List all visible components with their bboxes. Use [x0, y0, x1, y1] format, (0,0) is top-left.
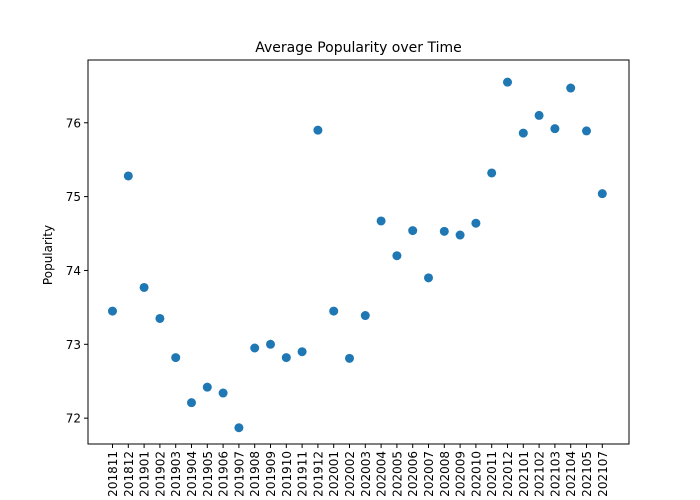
- x-tick-label: 202102: [533, 451, 547, 497]
- data-point: [345, 353, 354, 363]
- x-tick-label: 202011: [485, 451, 499, 497]
- data-point: [439, 226, 449, 236]
- data-point: [266, 339, 275, 349]
- x-tick-label: 202009: [454, 451, 468, 497]
- data-point: [534, 110, 544, 120]
- x-tick-label: 201909: [264, 451, 278, 497]
- x-tick-label: 201902: [153, 451, 167, 497]
- x-tick-label: 202012: [501, 451, 515, 497]
- x-tick-label: 201903: [169, 451, 183, 497]
- data-point: [392, 251, 402, 261]
- x-tick-label: 201901: [138, 451, 152, 497]
- y-tick-label: 75: [66, 190, 81, 204]
- x-tick-label: 202107: [596, 451, 610, 497]
- data-point: [408, 226, 418, 236]
- x-tick-label: 202002: [343, 451, 357, 497]
- data-point: [503, 77, 512, 87]
- y-tick-label: 76: [66, 116, 81, 130]
- x-tick-label: 202001: [327, 451, 341, 497]
- data-point: [471, 218, 481, 228]
- data-point: [329, 306, 339, 316]
- data-point: [250, 343, 260, 353]
- data-point: [582, 126, 591, 136]
- x-tick-label: 202004: [375, 451, 389, 497]
- data-point: [155, 313, 165, 323]
- x-tick-label: 201812: [122, 451, 136, 497]
- data-point: [424, 273, 433, 283]
- data-point: [202, 382, 212, 392]
- x-tick-label: 202008: [438, 451, 452, 497]
- x-tick-label: 202101: [517, 451, 531, 497]
- y-tick-label: 73: [66, 338, 81, 352]
- x-axis: 201811 201812 201901 201902 201903 201904 2019…: [106, 444, 610, 497]
- x-tick-label: 202005: [390, 451, 404, 497]
- data-point: [550, 124, 560, 134]
- x-tick-label: 202003: [359, 451, 373, 497]
- x-tick-label: 202104: [564, 451, 578, 497]
- y-axis-label: Popularity: [41, 225, 55, 285]
- data-point: [297, 347, 307, 357]
- data-point: [487, 168, 497, 178]
- x-tick-label: 201906: [217, 451, 231, 497]
- data-point: [123, 171, 133, 181]
- data-point: [455, 230, 465, 240]
- x-tick-label: 201907: [232, 451, 246, 497]
- data-point: [313, 125, 323, 135]
- x-tick-label: 202010: [469, 451, 483, 497]
- data-point: [171, 353, 181, 363]
- data-point: [218, 388, 228, 398]
- data-point: [360, 311, 370, 321]
- x-tick-label: 202105: [580, 451, 594, 497]
- data-points: [108, 77, 607, 433]
- chart-title: Average Popularity over Time: [255, 40, 461, 56]
- x-tick-label: 202007: [422, 451, 436, 497]
- data-point: [234, 423, 244, 433]
- data-point: [139, 282, 149, 292]
- y-tick-label: 72: [66, 412, 81, 426]
- x-tick-label: 201904: [185, 451, 199, 497]
- x-tick-label: 201908: [248, 451, 262, 497]
- data-point: [281, 353, 291, 363]
- x-tick-label: 201811: [106, 451, 120, 497]
- data-point: [518, 128, 528, 138]
- y-axis: 72 73 74 75 76: [66, 116, 88, 426]
- x-tick-label: 202103: [548, 451, 562, 497]
- data-point: [597, 189, 607, 199]
- data-point: [108, 306, 117, 316]
- data-point: [376, 216, 386, 226]
- y-tick-label: 74: [66, 264, 81, 278]
- x-tick-label: 202006: [406, 451, 420, 497]
- x-tick-label: 201910: [280, 451, 294, 497]
- plot-frame: [87, 59, 630, 445]
- data-point: [566, 83, 576, 93]
- x-tick-label: 201905: [201, 451, 215, 497]
- data-point: [187, 398, 196, 408]
- x-tick-label: 201911: [296, 451, 310, 497]
- x-tick-label: 201912: [311, 451, 325, 497]
